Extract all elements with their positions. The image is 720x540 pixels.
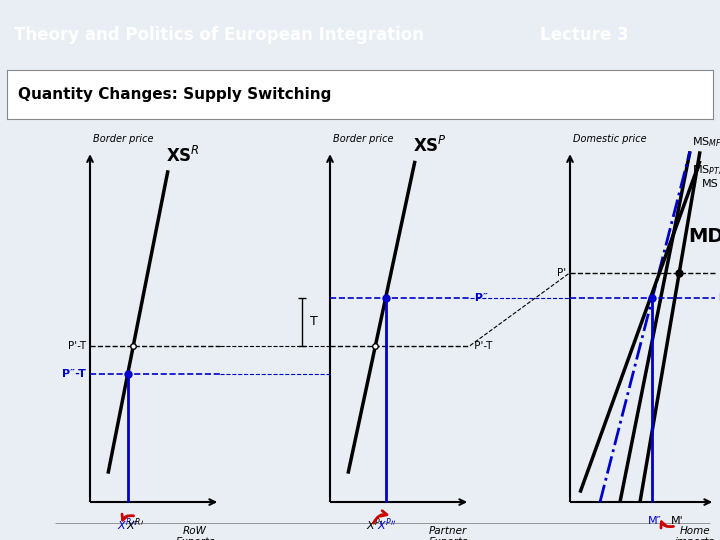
Text: RoW
Exports: RoW Exports [175,526,215,540]
Text: P': P' [557,268,566,278]
Text: P″-T: P″-T [62,369,86,379]
Text: Lecture 3: Lecture 3 [540,26,629,44]
Text: MS: MS [702,179,719,190]
Text: Theory and Politics of European Integration: Theory and Politics of European Integrat… [14,26,424,44]
Text: T: T [310,315,318,328]
Text: $X^{R\prime\prime}$: $X^{R\prime\prime}$ [117,516,138,533]
Text: P″: P″ [471,293,488,303]
Text: P'-T: P'-T [68,341,86,350]
Text: Border price: Border price [333,134,394,144]
Text: M': M' [671,516,683,526]
Text: XS$^R$: XS$^R$ [166,145,200,166]
Text: XS$^P$: XS$^P$ [413,136,447,156]
Text: P'-T: P'-T [471,341,492,350]
Text: $X^{P\prime\prime}$: $X^{P\prime\prime}$ [377,516,397,533]
Text: Domestic price: Domestic price [573,134,647,144]
Text: M″: M″ [647,516,661,526]
Text: Quantity Changes: Supply Switching: Quantity Changes: Supply Switching [18,87,331,102]
Text: $X^{R\prime}$: $X^{R\prime}$ [126,516,145,533]
Text: Home
imports: Home imports [675,526,715,540]
Text: $X^{P\prime}$: $X^{P\prime}$ [366,516,383,533]
Text: MD: MD [688,227,720,246]
Text: P″: P″ [715,293,720,303]
Text: Border price: Border price [93,134,153,144]
Text: Partner
Exports: Partner Exports [428,526,468,540]
Text: MS$_{PTA}$: MS$_{PTA}$ [692,164,720,177]
Text: MS$_{MFN}$: MS$_{MFN}$ [692,136,720,150]
